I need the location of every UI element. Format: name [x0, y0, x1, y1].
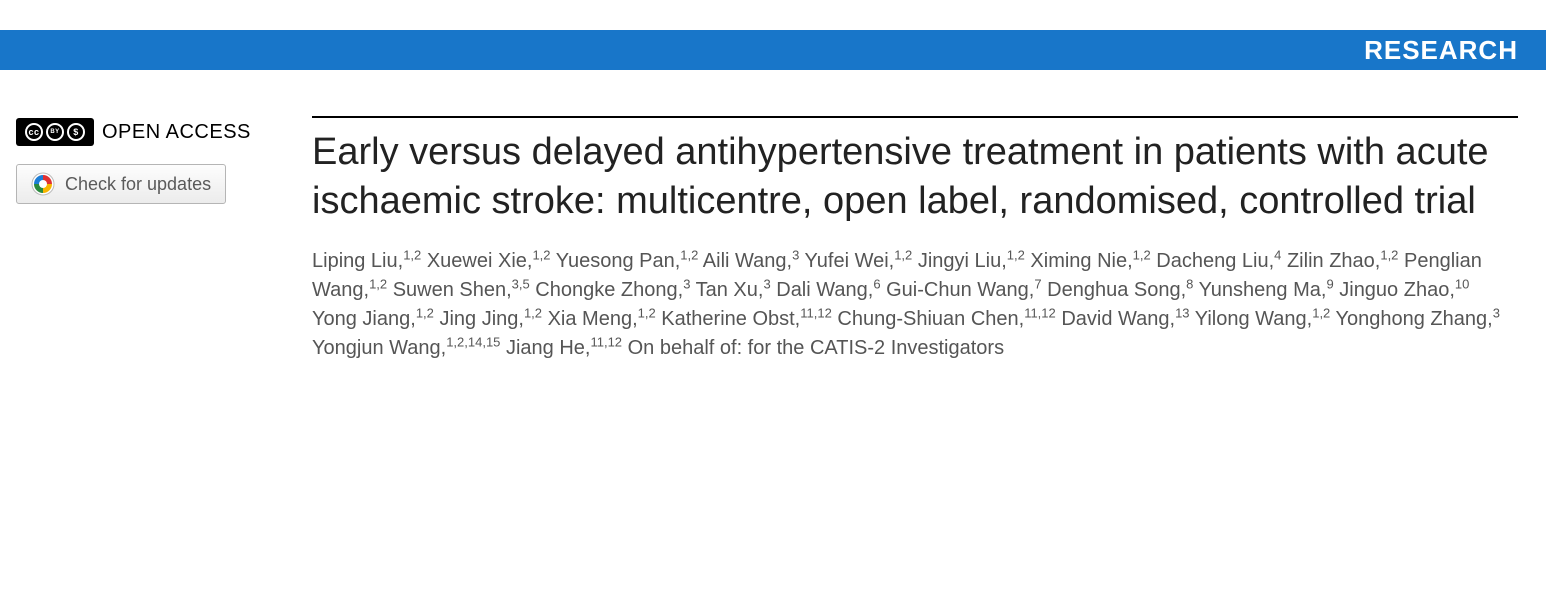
by-icon: BY: [46, 123, 64, 141]
content-row: cc BY $ OPEN ACCESS Check for updates Ea…: [0, 70, 1546, 363]
open-access-badge: cc BY $ OPEN ACCESS: [16, 118, 288, 146]
cc-icon: cc: [25, 123, 43, 141]
nc-icon: $: [67, 123, 85, 141]
main-column: Early versus delayed antihypertensive tr…: [312, 116, 1518, 363]
cc-license-icon: cc BY $: [16, 118, 94, 146]
left-column: cc BY $ OPEN ACCESS Check for updates: [16, 116, 288, 363]
crossmark-icon: [31, 172, 55, 196]
research-banner: RESEARCH: [0, 30, 1546, 70]
article-title: Early versus delayed antihypertensive tr…: [312, 128, 1518, 225]
check-updates-button[interactable]: Check for updates: [16, 164, 226, 204]
author-list: Liping Liu,1,2 Xuewei Xie,1,2 Yuesong Pa…: [312, 247, 1518, 363]
open-access-label: OPEN ACCESS: [102, 121, 251, 144]
check-updates-label: Check for updates: [65, 174, 211, 195]
banner-label: RESEARCH: [1364, 35, 1518, 66]
